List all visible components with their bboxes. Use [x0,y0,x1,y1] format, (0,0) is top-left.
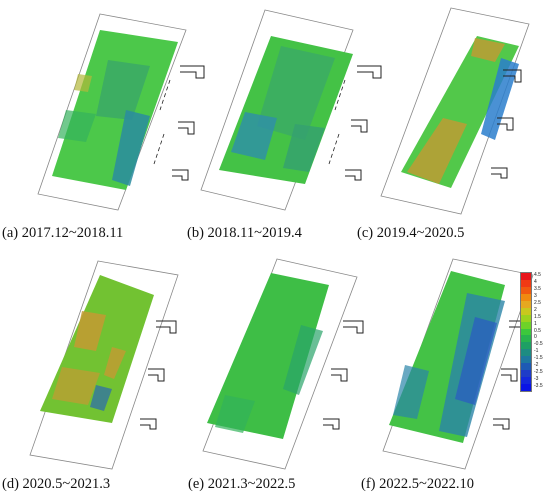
color-scale-cell [521,377,531,384]
settlement-map-a [37,13,205,211]
color-scale-cell [521,314,531,322]
color-scale-cell [521,384,531,391]
settlement-map-f [382,258,534,470]
color-scale-cell [521,279,531,287]
color-scale-tick-label: 1 [534,320,537,327]
map-panel-e [185,255,364,470]
color-scale-cell [521,363,531,371]
color-scale-cell [521,300,531,308]
color-scale-cell [521,273,531,280]
settlement-map-e [202,258,364,470]
color-scale-tick-label: 2 [534,306,537,313]
color-scale-cell [521,349,531,357]
color-scale-tick-label: 4.5 [534,272,541,278]
color-scale-tick-label: -3.5 [534,383,543,390]
color-scale-tick-label: -2.5 [534,369,543,376]
color-scale-cell [521,328,531,336]
color-scale-tick-label: 0.5 [534,327,541,334]
color-scale-tick-label: 1.5 [534,313,541,320]
color-scale-tick-label: -0.5 [534,341,543,348]
color-scale-legend: 4.5 4 3.5 3 2.5 2 1.5 1 0.5 0 -0.5 -1 -1.5 -2 -2.5 -3 -3… [520,272,550,394]
color-scale-tick-label: 3 [534,292,537,299]
color-scale-cell [521,293,531,301]
caption-d: (d) 2020.5~2021.3 [2,476,111,492]
color-scale-tick-label: -1.5 [534,355,543,362]
caption-e: (e) 2021.3~2022.5 [188,476,296,492]
settlement-map-b [200,9,382,211]
color-scale-bar [520,272,532,392]
color-scale-tick-label: 0 [534,334,537,341]
color-scale-cell [521,307,531,315]
color-scale-tick-label: 4 [534,278,537,285]
color-scale-tick-label: -1 [534,348,539,355]
caption-f: (f) 2022.5~2022.10 [361,476,474,492]
color-scale-cell [521,321,531,329]
map-panel-a [0,0,205,211]
color-scale-cell [521,356,531,364]
map-panel-d [0,255,179,470]
caption-b: (b) 2018.11~2019.4 [187,225,302,241]
color-scale-cell [521,335,531,343]
color-scale-tick-label: 2.5 [534,299,541,306]
settlement-map-d [29,260,179,470]
caption-a: (a) 2017.12~2018.11 [2,225,124,241]
settlement-map-c [380,7,530,215]
color-scale-cell [521,370,531,378]
color-scale-tick-label: 3.5 [534,285,541,292]
color-scale-cell [521,286,531,294]
map-panel-b [185,0,382,211]
color-scale-cell [521,342,531,350]
color-scale-tick-label: -2 [534,362,539,369]
map-panel-f [355,255,534,470]
map-panel-c [355,0,530,215]
caption-c: (c) 2019.4~2020.5 [357,225,465,241]
color-scale-tick-label: -3 [534,376,539,383]
